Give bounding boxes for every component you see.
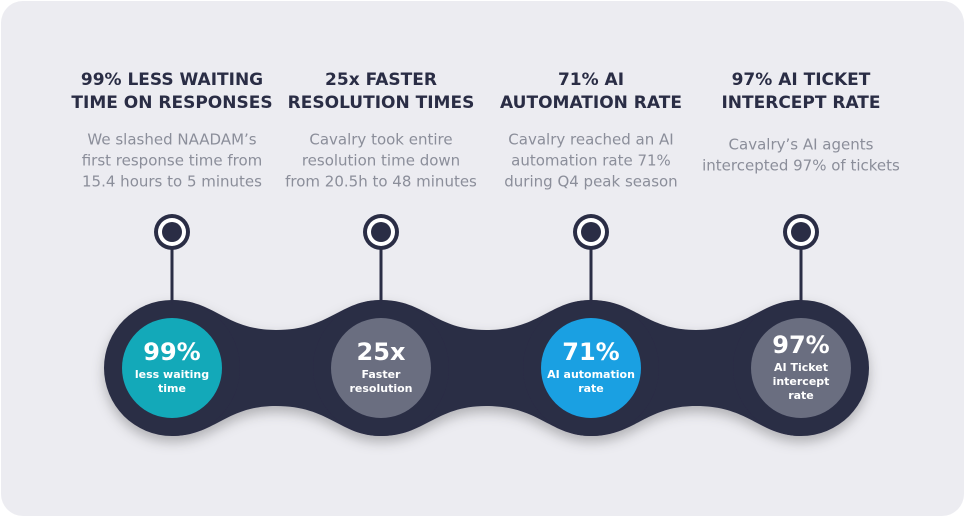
pin-dot (791, 222, 811, 242)
item-description: from 20.5h to 48 minutes (285, 173, 477, 191)
pin-dot (162, 222, 182, 242)
item-description: Cavalry reached an AI (508, 131, 673, 149)
stat-label: time (158, 382, 186, 395)
item-title: 97% AI TICKET (732, 70, 871, 90)
stat-value: 99% (143, 338, 200, 366)
item-title: TIME ON RESPONSES (71, 93, 272, 113)
item-description: resolution time down (302, 152, 460, 170)
node-inner (122, 318, 222, 418)
item-title: RESOLUTION TIMES (288, 93, 475, 113)
stat-label: intercept (773, 375, 830, 388)
stat-value: 97% (772, 331, 829, 359)
item-title: AUTOMATION RATE (500, 93, 682, 113)
item-description: automation rate 71% (511, 152, 671, 170)
stat-value: 71% (562, 338, 619, 366)
stat-label: rate (788, 389, 814, 402)
item-description: intercepted 97% of tickets (702, 157, 900, 175)
item-description: We slashed NAADAM’s (87, 131, 256, 149)
item-description: 15.4 hours to 5 minutes (82, 173, 262, 191)
item-description: during Q4 peak season (504, 173, 677, 191)
node-inner (751, 318, 851, 418)
item-title: 25x FASTER (325, 70, 437, 90)
item-description: first response time from (82, 152, 263, 170)
stat-label: AI automation (547, 368, 635, 381)
pin-dot (581, 222, 601, 242)
item-description: Cavalry took entire (309, 131, 452, 149)
stat-label: rate (578, 382, 604, 395)
item-title: 71% AI (558, 70, 624, 90)
stat-label: Faster (362, 368, 402, 381)
pin-dot (371, 222, 391, 242)
item-description: Cavalry’s AI agents (729, 136, 874, 154)
stat-value: 25x (357, 338, 406, 366)
item-title: 99% LESS WAITING (81, 70, 263, 90)
node-inner (331, 318, 431, 418)
item-title: INTERCEPT RATE (721, 93, 880, 113)
stat-label: less waiting (135, 368, 209, 381)
node-inner (541, 318, 641, 418)
stat-label: AI Ticket (774, 361, 828, 374)
stat-label: resolution (349, 382, 412, 395)
